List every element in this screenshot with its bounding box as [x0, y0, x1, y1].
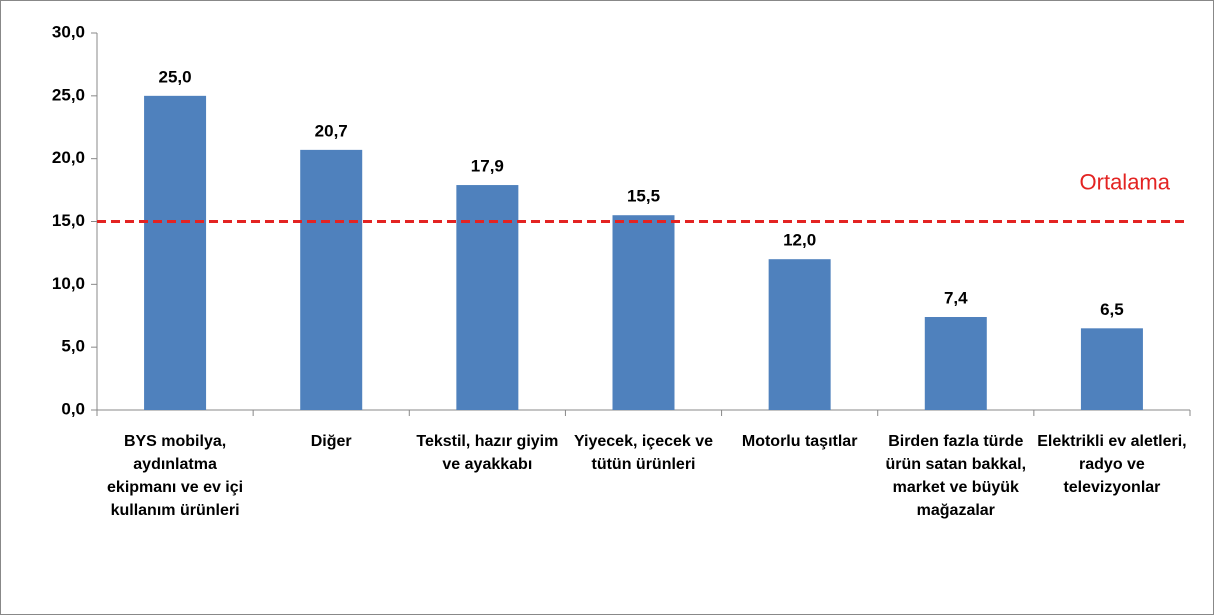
bar [924, 317, 987, 410]
x-tick-label: Diğer [310, 433, 352, 450]
x-tick-label: Motorlu taşıtlar [741, 433, 858, 450]
value-label: 25,0 [159, 67, 192, 86]
x-tick-label: Yiyecek, içecek ve tütün ürünleri [573, 433, 714, 473]
bar [768, 259, 831, 410]
value-label: 17,9 [471, 157, 504, 176]
value-label: 6,5 [1100, 300, 1124, 319]
value-label: 15,5 [627, 187, 660, 206]
y-tick-label: 20,0 [52, 148, 85, 167]
y-tick-label: 15,0 [52, 211, 85, 230]
value-label: 7,4 [944, 288, 968, 307]
reference-label: Ortalama [1080, 169, 1171, 194]
x-tick-label: Tekstil, hazır giyim ve ayakkabı [416, 433, 559, 473]
value-label: 20,7 [315, 121, 348, 140]
y-tick-label: 30,0 [52, 22, 85, 41]
y-tick-label: 0,0 [61, 399, 85, 418]
x-tick-label: BYS mobilya, aydınlatma ekipmanı ve ev i… [107, 433, 244, 519]
x-tick-label: Elektrikli ev aletleri, radyo ve televiz… [1037, 433, 1187, 496]
bar [612, 215, 675, 410]
bar [144, 95, 207, 410]
x-tick-label: Birden fazla türde ürün satan bakkal, ma… [885, 433, 1027, 519]
bar [456, 185, 519, 410]
value-label: 12,0 [783, 231, 816, 250]
y-tick-label: 10,0 [52, 274, 85, 293]
y-tick-label: 25,0 [52, 85, 85, 104]
y-tick-label: 5,0 [61, 337, 85, 356]
bar [300, 149, 363, 410]
bar [1080, 328, 1143, 410]
